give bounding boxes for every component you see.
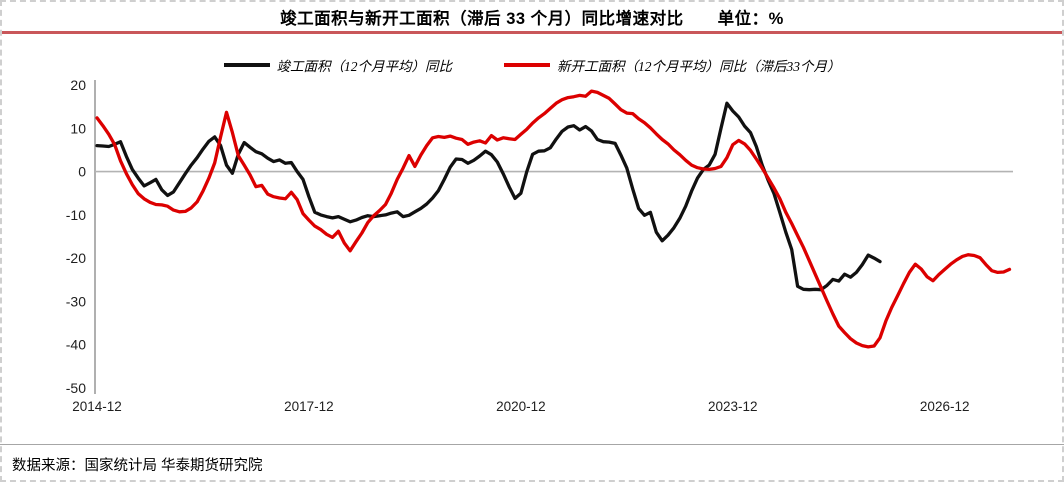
data-source-note: 数据来源：国家统计局 华泰期货研究院 <box>0 444 1064 490</box>
y-tick-label: 20 <box>70 77 86 93</box>
x-tick-label: 2026-12 <box>920 399 970 414</box>
y-tick-label: -40 <box>66 337 86 353</box>
y-tick-label: -10 <box>66 207 86 223</box>
series-line-new-starts-area <box>95 89 1012 349</box>
legend-label-completed-area: 竣工面积（12个月平均）同比 <box>276 59 453 74</box>
x-tick-label: 2014-12 <box>72 399 122 414</box>
y-tick-label: -50 <box>66 380 86 396</box>
legend-item-completed-area: 竣工面积（12个月平均）同比 <box>223 55 453 75</box>
unit-label: 单位：% <box>717 10 784 28</box>
x-tick-label: 2023-12 <box>708 399 758 414</box>
chart-canvas: 20 10 0 -10 -20 -30 -40 -50 2014-12 2017-12 2020-1… <box>66 77 1013 414</box>
y-tick-label: -20 <box>66 250 86 266</box>
completed-line-swatch-icon <box>223 63 270 67</box>
legend-label-new-starts-area: 新开工面积（12个月平均）同比（滞后33个月） <box>557 59 841 74</box>
chart-title: 竣工面积与新开工面积（滞后 33 个月）同比增速对比 <box>280 10 684 28</box>
title-underline <box>0 31 1064 34</box>
y-tick-label: 0 <box>78 164 86 180</box>
new-starts-line-swatch-icon <box>504 63 550 67</box>
x-tick-label: 2020-12 <box>496 399 546 414</box>
series-line-completed-area <box>95 101 882 292</box>
y-tick-label: -30 <box>66 293 86 309</box>
y-tick-label: 10 <box>70 120 86 136</box>
legend-item-new-starts-area: 新开工面积（12个月平均）同比（滞后33个月） <box>504 55 841 75</box>
x-tick-label: 2017-12 <box>284 399 334 414</box>
chart-legend: 竣工面积（12个月平均）同比 新开工面积（12个月平均）同比（滞后33个月） <box>0 55 1064 75</box>
chart-header: 竣工面积与新开工面积（滞后 33 个月）同比增速对比 单位：% <box>0 5 1064 29</box>
